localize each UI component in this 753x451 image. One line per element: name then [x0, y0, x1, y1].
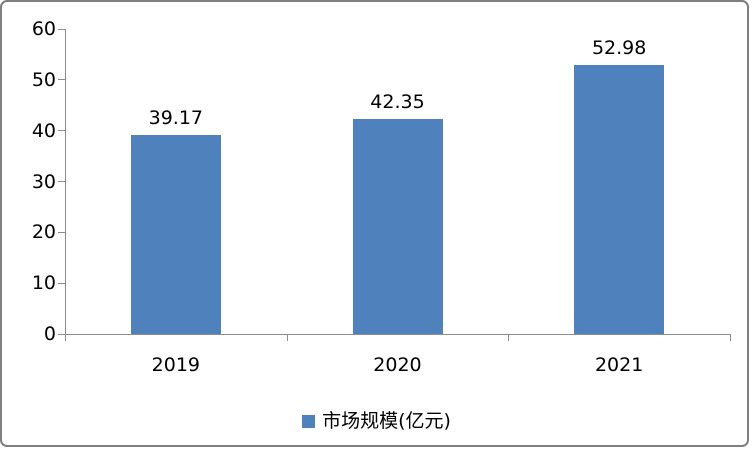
legend-swatch-icon — [302, 414, 316, 428]
y-axis-tick-mark — [58, 79, 65, 81]
bar-2021 — [574, 64, 665, 334]
chart-legend: 市场规模(亿元) — [2, 410, 751, 432]
x-axis-tick-mark — [65, 334, 66, 341]
x-axis-tick-mark — [730, 334, 731, 341]
bar-value-label: 52.98 — [591, 36, 647, 59]
y-axis-line — [65, 29, 66, 334]
x-axis-line — [65, 334, 730, 335]
y-axis-tick-label: 0 — [43, 323, 56, 345]
y-axis-tick-mark — [58, 28, 65, 30]
bar-value-label: 39.17 — [148, 106, 204, 129]
x-axis-tick-mark — [508, 334, 510, 341]
bar-2020 — [352, 118, 443, 334]
y-axis-tick-mark — [58, 130, 65, 132]
y-axis-tick-label: 60 — [31, 18, 56, 40]
y-axis-tick-label: 40 — [31, 119, 56, 142]
y-axis-tick-label: 20 — [31, 221, 56, 244]
legend-label: 市场规模(亿元) — [322, 410, 451, 432]
x-axis-category-label: 2021 — [594, 354, 644, 376]
x-axis-tick-mark — [286, 334, 288, 341]
x-axis-category-label: 2019 — [151, 354, 200, 376]
y-axis-tick-mark — [58, 282, 65, 284]
bar-value-label: 42.35 — [370, 90, 425, 113]
y-axis-tick-mark — [58, 333, 65, 335]
y-axis-tick-label: 50 — [31, 68, 56, 91]
x-axis-category-label: 2020 — [373, 354, 422, 376]
y-axis-tick-label: 30 — [31, 170, 56, 193]
y-axis-tick-label: 10 — [31, 272, 56, 295]
bar-2019 — [130, 134, 221, 334]
y-axis-tick-mark — [58, 231, 65, 233]
y-axis-tick-mark — [58, 181, 65, 182]
